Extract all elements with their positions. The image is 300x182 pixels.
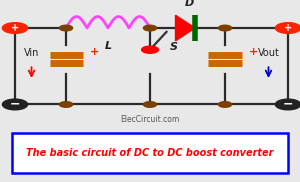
Circle shape — [281, 25, 295, 31]
Circle shape — [143, 102, 157, 107]
Circle shape — [59, 102, 73, 107]
Text: L: L — [104, 41, 112, 51]
Circle shape — [143, 25, 157, 31]
Text: D: D — [184, 0, 194, 7]
Circle shape — [275, 23, 300, 33]
Circle shape — [59, 25, 73, 31]
Circle shape — [2, 99, 28, 110]
Circle shape — [218, 102, 232, 107]
FancyBboxPatch shape — [12, 133, 288, 173]
Circle shape — [8, 102, 22, 107]
Circle shape — [142, 46, 158, 53]
Text: +: + — [11, 23, 19, 33]
Text: −: − — [10, 98, 20, 111]
Text: +: + — [284, 23, 292, 33]
Text: ElecCircuit.com: ElecCircuit.com — [120, 115, 180, 124]
Text: +: + — [90, 47, 99, 57]
Circle shape — [8, 25, 22, 31]
Polygon shape — [176, 15, 195, 41]
Circle shape — [2, 23, 28, 33]
Circle shape — [218, 25, 232, 31]
Text: The basic circuit of DC to DC boost converter: The basic circuit of DC to DC boost conv… — [26, 148, 274, 158]
Text: Vout: Vout — [258, 48, 279, 58]
Text: −: − — [283, 98, 293, 111]
Circle shape — [281, 102, 295, 107]
Text: S: S — [169, 42, 178, 52]
Text: Vin: Vin — [24, 48, 39, 58]
Circle shape — [275, 99, 300, 110]
Text: +: + — [249, 47, 258, 57]
